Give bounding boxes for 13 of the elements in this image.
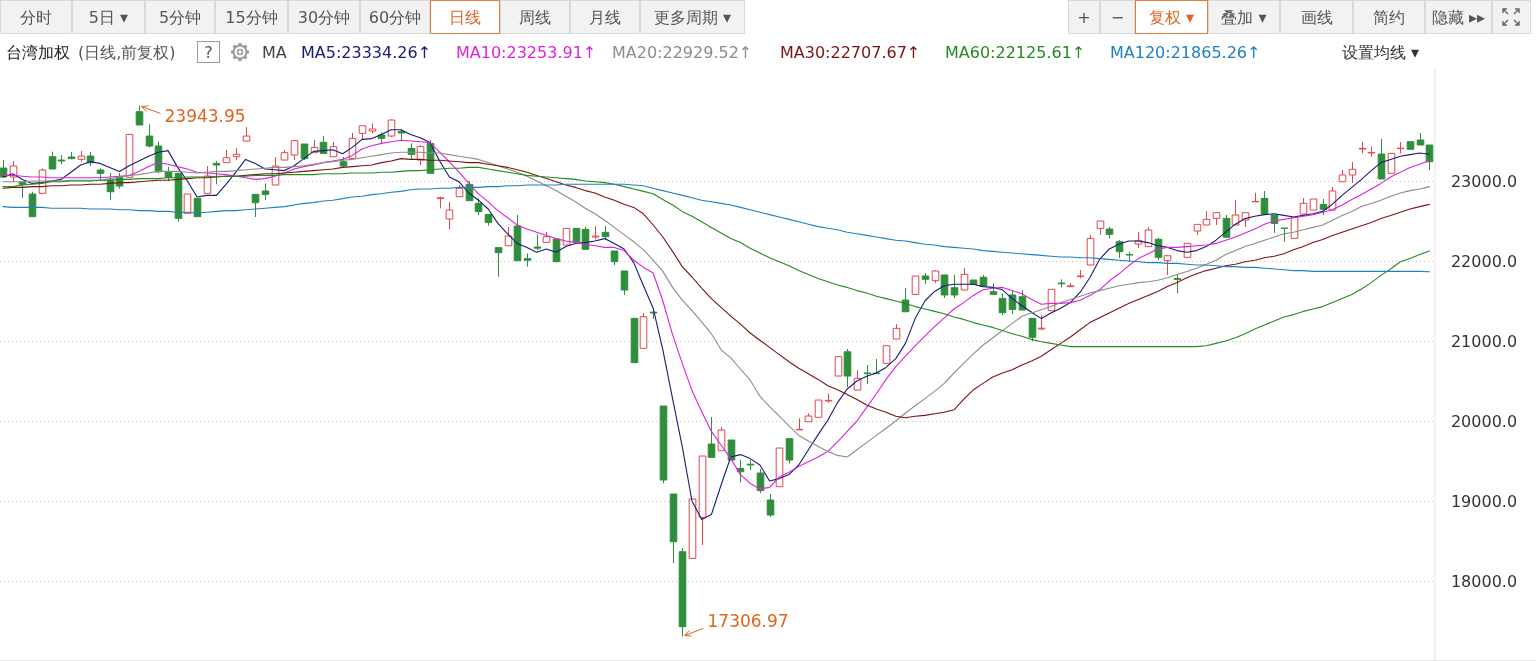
legend: MA MA5:23334.26↑ MA10:23253.91↑ MA20:22929.52↑ MA30:22707.67↑ MA60:22125.61↑ MA120:21865.26↑ <box>262 42 1261 62</box>
chart-subtitle: (日线,前复权) <box>78 42 176 62</box>
text: 设置均线 ▾ <box>1342 42 1420 62</box>
chart-title: 台湾加权 <box>6 42 70 62</box>
y-tick-label: 20000.0 <box>1450 411 1518 431</box>
y-tick-label: 19000.0 <box>1450 491 1518 511</box>
annotation: 23943.95 <box>164 106 246 127</box>
y-tick-label: 21000.0 <box>1450 331 1518 351</box>
button-help: ? <box>197 41 220 63</box>
y-tick-label: 22000.0 <box>1450 251 1518 271</box>
y-tick-label: 23000.0 <box>1450 171 1518 191</box>
y-tick-label: 18000.0 <box>1450 571 1518 591</box>
annotation: 17306.97 <box>707 611 789 632</box>
